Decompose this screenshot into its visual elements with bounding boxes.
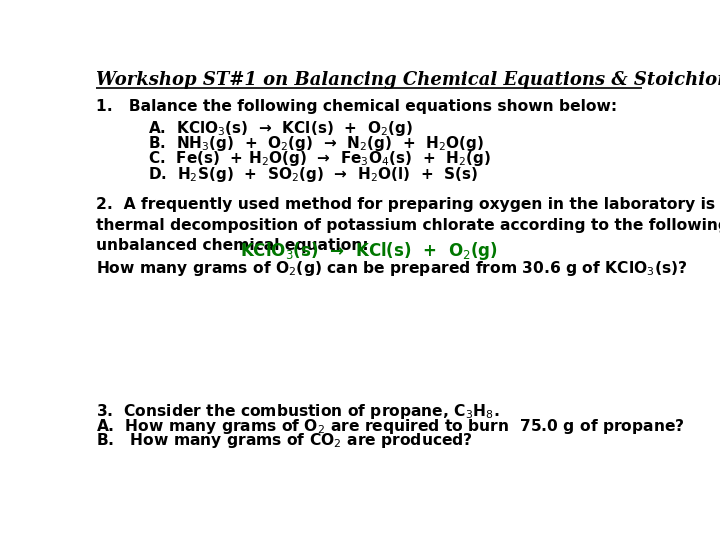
Text: KClO$_3$(s)  →  KCl(s)  +  O$_2$(g): KClO$_3$(s) → KCl(s) + O$_2$(g): [240, 240, 498, 262]
Text: 1.   Balance the following chemical equations shown below:: 1. Balance the following chemical equati…: [96, 99, 617, 114]
Text: C.  Fe(s)  + H$_2$O(g)  →  Fe$_3$O$_4$(s)  +  H$_2$(g): C. Fe(s) + H$_2$O(g) → Fe$_3$O$_4$(s) + …: [148, 150, 492, 168]
Text: 2.  A frequently used method for preparing oxygen in the laboratory is by the
th: 2. A frequently used method for preparin…: [96, 197, 720, 253]
Text: A.  KClO$_3$(s)  →  KCl(s)  +  O$_2$(g): A. KClO$_3$(s) → KCl(s) + O$_2$(g): [148, 119, 413, 138]
Text: A.  How many grams of O$_2$ are required to burn  75.0 g of propane?: A. How many grams of O$_2$ are required …: [96, 417, 685, 436]
Text: 3.  Consider the combustion of propane, C$_3$H$_8$.: 3. Consider the combustion of propane, C…: [96, 402, 500, 421]
Text: B.   How many grams of CO$_2$ are produced?: B. How many grams of CO$_2$ are produced…: [96, 431, 473, 450]
Text: How many grams of O$_2$(g) can be prepared from 30.6 g of KClO$_3$(s)?: How many grams of O$_2$(g) can be prepar…: [96, 259, 688, 278]
Text: Workshop ST#1 on Balancing Chemical Equations & Stoichiometry: Workshop ST#1 on Balancing Chemical Equa…: [96, 71, 720, 89]
Text: D.  H$_2$S(g)  +  SO$_2$(g)  →  H$_2$O(l)  +  S(s): D. H$_2$S(g) + SO$_2$(g) → H$_2$O(l) + S…: [148, 165, 478, 184]
Text: B.  NH$_3$(g)  +  O$_2$(g)  →  N$_2$(g)  +  H$_2$O(g): B. NH$_3$(g) + O$_2$(g) → N$_2$(g) + H$_…: [148, 134, 485, 153]
